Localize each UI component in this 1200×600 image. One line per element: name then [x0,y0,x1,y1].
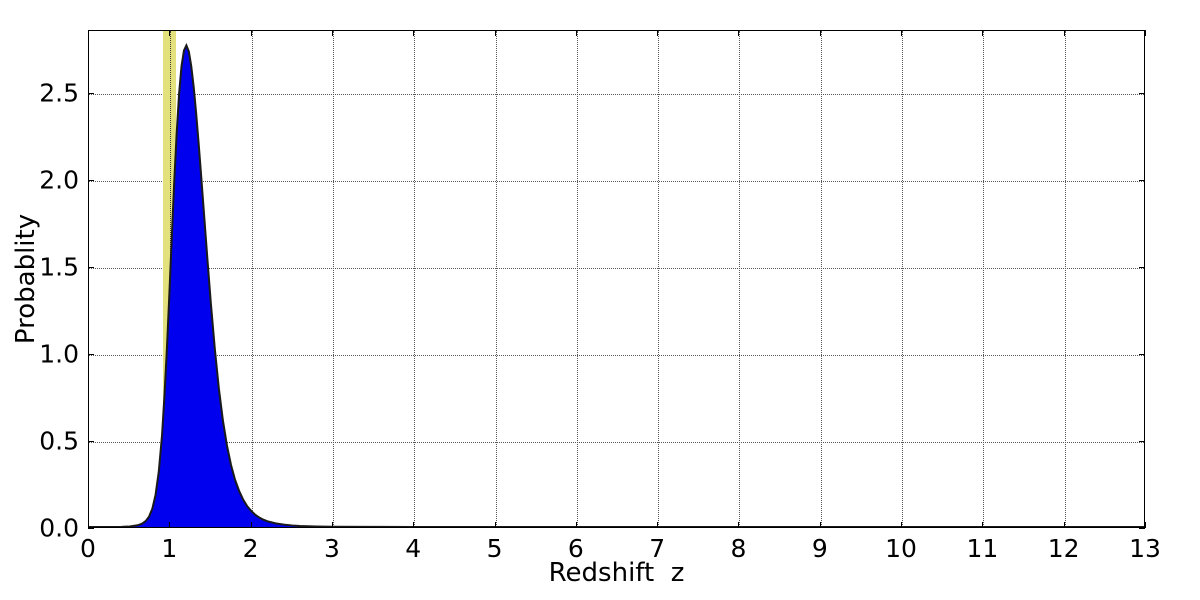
y-tick [88,441,94,443]
x-tick-top [738,30,740,36]
x-tick-label: 12 [1047,534,1080,563]
x-tick-label: 2 [242,534,259,563]
redshift-pdf-curve [89,31,1144,527]
x-tick [331,522,333,528]
x-tick [169,522,171,528]
y-tick-right [1139,354,1145,356]
gridline-vertical [820,31,822,527]
x-tick-top [575,30,577,36]
y-tick [88,267,94,269]
y-tick [88,180,94,182]
gridline-vertical [983,31,985,527]
y-tick-label: 2.5 [39,78,79,108]
x-tick-top [1145,30,1146,36]
y-tick-label: 1.5 [39,252,79,282]
gridline-horizontal [89,181,1144,183]
gridline-vertical [414,31,416,527]
x-tick-label: 3 [323,534,340,563]
y-tick-right [1139,180,1145,182]
x-tick-top [819,30,821,36]
y-tick [88,528,94,529]
gridline-vertical [332,31,334,527]
x-tick-label: 4 [405,534,422,563]
y-tick [88,93,94,95]
x-tick [982,522,984,528]
y-tick-label: 0.5 [39,426,79,456]
x-tick-label: 6 [567,534,584,563]
x-tick-label: 13 [1129,534,1161,563]
gridline-horizontal [89,355,1144,357]
plot-area [88,30,1145,528]
x-tick-top [88,30,89,36]
pdf-fill-area [89,45,1144,527]
y-tick-label: 2.0 [39,165,79,195]
x-tick-label: 1 [161,534,178,563]
x-tick [413,522,415,528]
x-tick-top [1063,30,1065,36]
gridline-vertical [739,31,741,527]
x-tick-top [413,30,415,36]
gridline-vertical [658,31,660,527]
x-tick [657,522,659,528]
x-tick [738,522,740,528]
x-tick [819,522,821,528]
gridline-vertical [576,31,578,527]
x-tick-label: 5 [486,534,503,563]
x-tick [494,522,496,528]
x-tick-label: 9 [811,534,828,563]
y-tick-right [1139,528,1145,529]
gridline-horizontal [89,268,1144,270]
x-tick-label: 11 [966,534,999,563]
x-tick-label: 7 [649,534,666,563]
gridline-vertical [251,31,253,527]
x-tick [250,522,252,528]
x-tick-label: 10 [885,534,917,563]
x-tick-top [494,30,496,36]
y-tick [88,354,94,356]
y-tick-right [1139,441,1145,443]
y-tick-label: 1.0 [39,339,79,369]
x-tick-top [250,30,252,36]
x-axis-label: Redshift z [548,558,685,588]
x-tick [901,522,903,528]
y-axis-label: Probablity [11,213,41,345]
gridline-horizontal [89,94,1144,96]
x-tick-top [657,30,659,36]
x-tick [575,522,577,528]
gridline-vertical [1064,31,1066,527]
y-axis-label-wrapper: Probablity [11,0,41,600]
x-tick [1145,522,1146,528]
x-tick-label: 0 [80,534,96,563]
gridline-vertical [902,31,904,527]
y-tick-right [1139,267,1145,269]
y-tick-right [1139,93,1145,95]
pdf-outline [89,45,1144,527]
x-tick-label: 8 [730,534,747,563]
x-tick-top [982,30,984,36]
y-tick-label: 0.0 [39,513,79,543]
gridline-vertical [495,31,497,527]
x-tick [1063,522,1065,528]
x-tick [88,522,89,528]
x-tick-top [331,30,333,36]
gridline-horizontal [89,442,1144,444]
x-tick-top [169,30,171,36]
x-tick-top [901,30,903,36]
